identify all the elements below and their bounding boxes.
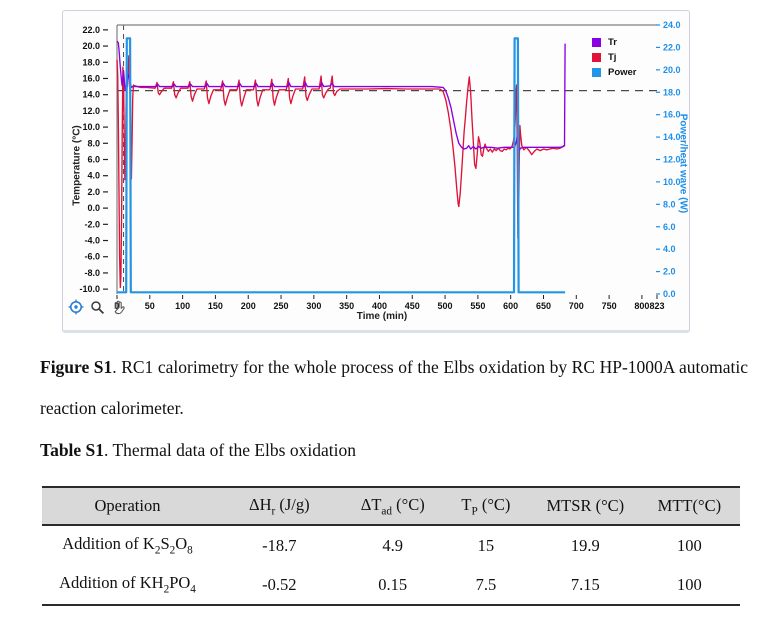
y-left-tick-label: 6.0 bbox=[87, 155, 100, 165]
column-header-dtad: ΔTad (°C) bbox=[345, 487, 440, 526]
column-header-mtt: MTT(°C) bbox=[638, 487, 740, 526]
chart-toolbar bbox=[67, 298, 127, 316]
legend-label-power: Power bbox=[608, 67, 637, 78]
y-left-tick-label: -2.0 bbox=[84, 219, 100, 229]
x-tick-label: 50 bbox=[145, 301, 155, 311]
figure-caption-label: Figure S1 bbox=[40, 357, 113, 377]
column-header-mtsr: MTSR (°C) bbox=[531, 487, 639, 526]
y-left-tick-label: -4.0 bbox=[84, 236, 100, 246]
y-left-tick-label: 14.0 bbox=[82, 90, 100, 100]
table-header-row: Operation ΔHr (J/g) ΔTad (°C) TP (°C) MT… bbox=[42, 487, 740, 526]
x-tick-label: 700 bbox=[569, 301, 584, 311]
series-line-tr bbox=[116, 40, 566, 152]
thermal-data-table: Operation ΔHr (J/g) ΔTad (°C) TP (°C) MT… bbox=[42, 486, 740, 606]
hand-icon bbox=[114, 300, 125, 315]
y-left-tick-label: -8.0 bbox=[84, 268, 100, 278]
table-caption-label: Table S1 bbox=[40, 440, 105, 460]
y-right-tick-label: 2.0 bbox=[663, 267, 676, 277]
x-tick-label: 150 bbox=[208, 301, 223, 311]
x-tick-label: 300 bbox=[306, 301, 321, 311]
y-left-tick-label: 20.0 bbox=[82, 41, 100, 51]
x-tick-label: 500 bbox=[438, 301, 453, 311]
table-row: Addition of K2S2O8 -18.7 4.9 15 19.9 100 bbox=[42, 525, 740, 565]
y-right-tick-label: 4.0 bbox=[663, 244, 676, 254]
y-left-tick-label: 0.0 bbox=[87, 203, 100, 213]
cell-dtad: 4.9 bbox=[382, 535, 404, 555]
column-header-tp: TP (°C) bbox=[439, 487, 532, 526]
legend-label-tr: Tr bbox=[608, 37, 617, 48]
reset-view-button[interactable] bbox=[67, 298, 85, 316]
x-tick-label: 750 bbox=[602, 301, 617, 311]
cell-operation: Addition of KH2PO4 bbox=[59, 573, 196, 596]
x-tick-label: 450 bbox=[405, 301, 420, 311]
pan-button[interactable] bbox=[109, 298, 127, 316]
cell-mtt: 100 bbox=[676, 574, 702, 594]
y-right-tick-label: 8.0 bbox=[663, 199, 676, 209]
figure-caption: Figure S1. RC1 calorimetry for the whole… bbox=[40, 347, 748, 429]
x-tick-label: 550 bbox=[470, 301, 485, 311]
x-tick-label: 800 bbox=[634, 301, 649, 311]
y-right-tick-label: 0.0 bbox=[663, 289, 676, 299]
cell-mtsr: 7.15 bbox=[570, 574, 600, 594]
y-right-tick-label: 10.0 bbox=[663, 177, 681, 187]
x-tick-label: 400 bbox=[372, 301, 387, 311]
legend-item-power[interactable]: Power bbox=[592, 67, 637, 78]
chart-legend: Tr Tj Power bbox=[592, 37, 637, 78]
legend-item-tr[interactable]: Tr bbox=[592, 37, 637, 48]
cell-mtt: 100 bbox=[676, 535, 702, 555]
cell-tp: 7.5 bbox=[475, 574, 497, 594]
y-right-tick-label: 16.0 bbox=[663, 110, 681, 120]
series-line-power bbox=[117, 37, 566, 294]
cell-dhr: -0.52 bbox=[262, 574, 297, 594]
tr-series-swatch-icon bbox=[592, 38, 601, 47]
tj-series-swatch-icon bbox=[592, 53, 601, 62]
y-left-tick-label: 12.0 bbox=[82, 106, 100, 116]
y-right-tick-label: 14.0 bbox=[663, 132, 681, 142]
zoom-button[interactable] bbox=[88, 298, 106, 316]
crosshair-icon bbox=[68, 299, 84, 315]
legend-label-tj: Tj bbox=[608, 52, 617, 63]
chart-canvas[interactable]: 22.0 20.0 18.0 16.0 14.0 12.0 10.0 8.0 6.0 4.0 2.0… bbox=[63, 11, 691, 333]
y-left-tick-label: 10.0 bbox=[82, 122, 100, 132]
y-right-tick-label: 24.0 bbox=[663, 20, 681, 30]
y-left-tick-label: 18.0 bbox=[82, 57, 100, 67]
y-right-tick-label: 22.0 bbox=[663, 42, 681, 52]
column-header-operation: Operation bbox=[42, 487, 213, 526]
legend-item-tj[interactable]: Tj bbox=[592, 52, 637, 63]
x-tick-label: 350 bbox=[339, 301, 354, 311]
y-left-tick-label: 16.0 bbox=[82, 73, 100, 83]
y-left-tick-label: 2.0 bbox=[87, 187, 100, 197]
figure-caption-text: . RC1 calorimetry for the whole process … bbox=[40, 357, 748, 418]
x-tick-label: 600 bbox=[503, 301, 518, 311]
x-tick-label: 100 bbox=[175, 301, 190, 311]
y-left-tick-label: -6.0 bbox=[84, 252, 100, 262]
y-right-tick-label: 12.0 bbox=[663, 155, 681, 165]
table-caption: Table S1. Thermal data of the Elbs oxida… bbox=[40, 440, 356, 461]
y-right-tick-label: 18.0 bbox=[663, 87, 681, 97]
y-left-tick-label: 8.0 bbox=[87, 138, 100, 148]
table-row: Addition of KH2PO4 -0.52 0.15 7.5 7.15 1… bbox=[42, 565, 740, 605]
y-left-tick-label: -10.0 bbox=[79, 284, 100, 294]
y-right-tick-label: 20.0 bbox=[663, 65, 681, 75]
cell-operation: Addition of K2S2O8 bbox=[62, 534, 193, 557]
y-left-tick-label: 22.0 bbox=[82, 25, 100, 35]
x-tick-label: 823 bbox=[649, 301, 664, 311]
cell-dtad: 0.15 bbox=[378, 574, 408, 594]
cell-mtsr: 19.9 bbox=[570, 535, 600, 555]
series-line-tj bbox=[116, 55, 566, 289]
x-tick-label: 200 bbox=[241, 301, 256, 311]
cell-tp: 15 bbox=[477, 535, 495, 555]
y-left-tick-label: 4.0 bbox=[87, 171, 100, 181]
x-tick-label: 650 bbox=[536, 301, 551, 311]
power-series-swatch-icon bbox=[592, 68, 601, 77]
y-right-tick-label: 6.0 bbox=[663, 222, 676, 232]
magnifier-icon bbox=[90, 300, 104, 314]
table-caption-text: . Thermal data of the Elbs oxidation bbox=[104, 440, 356, 460]
x-tick-label: 250 bbox=[274, 301, 289, 311]
calorimetry-chart-panel: 22.0 20.0 18.0 16.0 14.0 12.0 10.0 8.0 6.0 4.0 2.0… bbox=[62, 10, 690, 333]
column-header-dhr: ΔHr (J/g) bbox=[213, 487, 346, 526]
cell-dhr: -18.7 bbox=[262, 535, 297, 555]
